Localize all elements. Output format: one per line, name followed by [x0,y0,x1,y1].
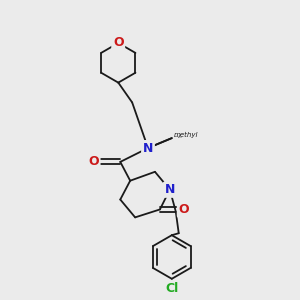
Text: O: O [113,37,124,50]
Text: Cl: Cl [165,282,178,295]
Text: methyl: methyl [178,136,183,138]
Text: N: N [165,183,175,196]
Text: O: O [88,155,99,168]
Text: N: N [143,142,153,154]
Text: methyl: methyl [174,132,198,138]
Text: N: N [143,142,153,154]
Text: O: O [178,203,189,216]
Text: methyl: methyl [175,136,180,137]
Text: O: O [88,155,99,168]
Text: N: N [165,183,175,196]
Text: Cl: Cl [165,282,178,295]
Text: O: O [178,203,189,216]
Text: O: O [113,37,124,50]
